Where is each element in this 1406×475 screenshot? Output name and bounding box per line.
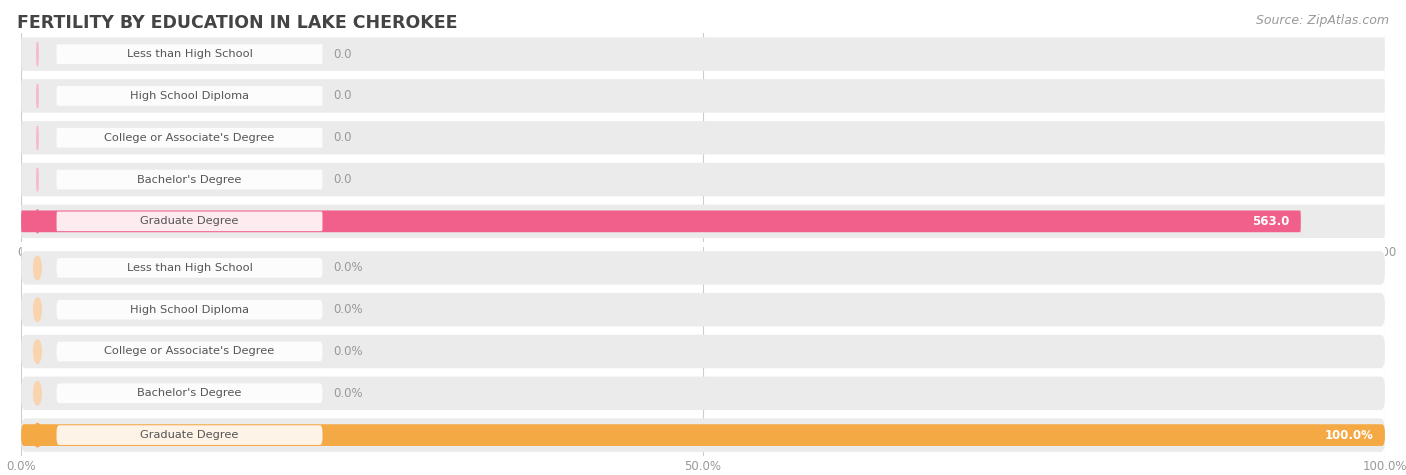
Text: 0.0: 0.0 — [333, 131, 352, 144]
Circle shape — [34, 256, 41, 280]
FancyBboxPatch shape — [21, 418, 1385, 452]
Text: Less than High School: Less than High School — [127, 263, 253, 273]
FancyBboxPatch shape — [56, 128, 322, 148]
Text: 0.0%: 0.0% — [333, 345, 363, 358]
Text: 563.0: 563.0 — [1253, 215, 1289, 228]
Circle shape — [34, 423, 41, 447]
Text: 0.0%: 0.0% — [333, 303, 363, 316]
FancyBboxPatch shape — [56, 44, 322, 64]
Text: 0.0: 0.0 — [333, 48, 352, 61]
Text: Bachelor's Degree: Bachelor's Degree — [138, 174, 242, 185]
FancyBboxPatch shape — [56, 86, 322, 106]
FancyBboxPatch shape — [21, 424, 1385, 446]
Circle shape — [34, 340, 41, 363]
Text: High School Diploma: High School Diploma — [129, 91, 249, 101]
FancyBboxPatch shape — [21, 251, 1385, 285]
Text: College or Associate's Degree: College or Associate's Degree — [104, 346, 274, 357]
Text: Less than High School: Less than High School — [127, 49, 253, 59]
Text: 0.0%: 0.0% — [333, 387, 363, 400]
FancyBboxPatch shape — [56, 383, 322, 403]
FancyBboxPatch shape — [21, 163, 1385, 196]
Text: College or Associate's Degree: College or Associate's Degree — [104, 133, 274, 143]
Circle shape — [34, 298, 41, 322]
FancyBboxPatch shape — [21, 335, 1385, 368]
Text: 0.0: 0.0 — [333, 173, 352, 186]
Text: Bachelor's Degree: Bachelor's Degree — [138, 388, 242, 399]
Text: Graduate Degree: Graduate Degree — [141, 216, 239, 227]
FancyBboxPatch shape — [21, 79, 1385, 113]
FancyBboxPatch shape — [56, 170, 322, 190]
FancyBboxPatch shape — [21, 205, 1385, 238]
Text: 0.0%: 0.0% — [333, 261, 363, 275]
FancyBboxPatch shape — [21, 377, 1385, 410]
Text: Source: ZipAtlas.com: Source: ZipAtlas.com — [1256, 14, 1389, 27]
Text: High School Diploma: High School Diploma — [129, 304, 249, 315]
Text: Graduate Degree: Graduate Degree — [141, 430, 239, 440]
Circle shape — [34, 381, 41, 405]
FancyBboxPatch shape — [21, 38, 1385, 71]
FancyBboxPatch shape — [21, 293, 1385, 326]
Text: 0.0: 0.0 — [333, 89, 352, 103]
Text: 100.0%: 100.0% — [1324, 428, 1374, 442]
FancyBboxPatch shape — [56, 211, 322, 231]
FancyBboxPatch shape — [21, 121, 1385, 154]
FancyBboxPatch shape — [21, 210, 1301, 232]
FancyBboxPatch shape — [56, 258, 322, 278]
FancyBboxPatch shape — [56, 425, 322, 445]
FancyBboxPatch shape — [56, 300, 322, 320]
Text: FERTILITY BY EDUCATION IN LAKE CHEROKEE: FERTILITY BY EDUCATION IN LAKE CHEROKEE — [17, 14, 457, 32]
FancyBboxPatch shape — [56, 342, 322, 361]
